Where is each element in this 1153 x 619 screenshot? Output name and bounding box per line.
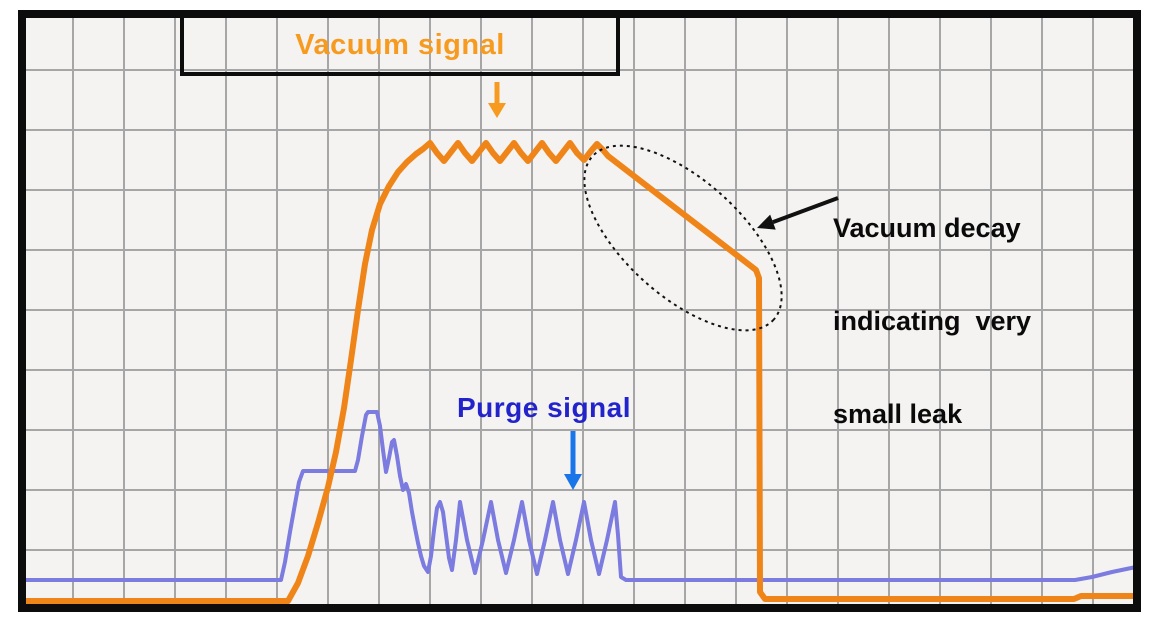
leak-annotation-line-3: small leak bbox=[833, 399, 963, 429]
vacuum-signal-label: Vacuum signal bbox=[295, 28, 505, 61]
vacuum-signal-trace bbox=[23, 140, 1139, 604]
leak-annotation-text: Vacuum decay indicating very small leak bbox=[833, 151, 1031, 492]
leak-annotation-ellipse bbox=[583, 144, 783, 332]
vacuum-label-arrow-head bbox=[488, 103, 506, 118]
vacuum-label-arrow bbox=[488, 82, 506, 118]
decay-note-arrow-head bbox=[757, 214, 776, 230]
purge-signal-label: Purge signal bbox=[456, 392, 632, 423]
annotations bbox=[488, 82, 839, 490]
traces bbox=[23, 140, 1139, 604]
decay-note-arrow bbox=[757, 196, 839, 230]
leak-annotation-line-2: indicating very bbox=[833, 306, 1032, 336]
leak-annotation-line-1: Vacuum decay bbox=[833, 213, 1021, 243]
purge-signal-trace bbox=[24, 410, 1138, 582]
decay-note-arrow-stem bbox=[772, 196, 839, 224]
vacuum-signal-label-box: Vacuum signal bbox=[180, 14, 620, 76]
purge-label-arrow bbox=[564, 431, 582, 490]
purge-label-arrow-head bbox=[564, 474, 582, 490]
